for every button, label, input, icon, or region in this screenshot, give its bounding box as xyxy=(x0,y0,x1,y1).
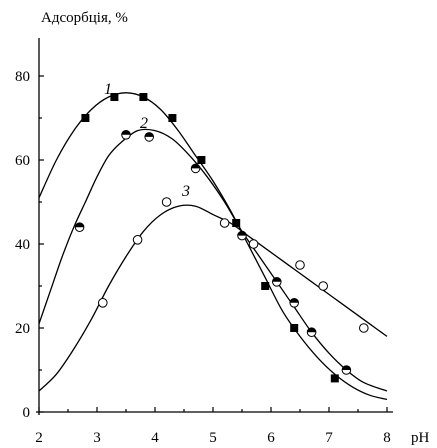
x-axis-title: pH xyxy=(411,430,430,446)
series-3-point xyxy=(161,197,172,207)
series-2-point xyxy=(74,222,85,232)
series-2-label: 2 xyxy=(140,115,148,132)
series-2-point xyxy=(272,277,282,287)
series-3-point xyxy=(248,239,259,249)
series-1-point xyxy=(168,114,177,122)
series-1-label: 1 xyxy=(104,81,112,98)
series-2-point xyxy=(144,132,154,142)
series-3-point xyxy=(318,281,329,291)
y-axis-title: Адсорбція, % xyxy=(41,10,128,26)
x-tick-label: 6 xyxy=(267,430,275,446)
series-3-curve xyxy=(38,204,388,392)
series-1-point xyxy=(81,114,90,122)
series-3-label: 3 xyxy=(181,183,190,200)
y-tick-label: 40 xyxy=(15,237,30,253)
x-tick-label: 3 xyxy=(93,430,101,446)
series-3-point xyxy=(295,260,305,270)
series-1-curve xyxy=(38,92,388,401)
y-tick-label: 20 xyxy=(15,321,30,337)
y-tick-label: 80 xyxy=(15,69,30,85)
series-labels: 1 2 3 xyxy=(104,81,190,200)
y-tick-label: 0 xyxy=(23,405,31,421)
series-2-point xyxy=(341,365,352,375)
series-3-point xyxy=(98,298,108,308)
series-3-point xyxy=(359,323,369,333)
series-2-curve xyxy=(38,128,388,392)
series-1-point xyxy=(330,374,339,383)
series-2-point xyxy=(121,130,131,140)
series-2-point xyxy=(306,327,317,338)
series-2-point xyxy=(190,163,201,174)
series-2-point xyxy=(289,298,300,308)
fit-curves xyxy=(38,92,388,401)
axes xyxy=(36,38,393,415)
x-tick-label: 8 xyxy=(383,430,391,446)
series-1-point xyxy=(139,93,148,101)
series-1-point xyxy=(110,93,119,101)
data-markers xyxy=(74,93,369,383)
series-1-point xyxy=(232,219,241,227)
x-tick-label: 7 xyxy=(325,430,333,446)
series-1-point xyxy=(197,156,206,164)
x-tick-label: 2 xyxy=(35,430,43,446)
series-3-point xyxy=(132,235,143,245)
series-1-point xyxy=(290,324,299,332)
series-1-point xyxy=(261,282,270,290)
y-tick-label: 60 xyxy=(15,153,30,169)
x-tick-label: 4 xyxy=(151,430,159,446)
x-tick-label: 5 xyxy=(209,430,217,446)
series-3-point xyxy=(219,218,230,228)
series-2-point xyxy=(237,230,247,241)
